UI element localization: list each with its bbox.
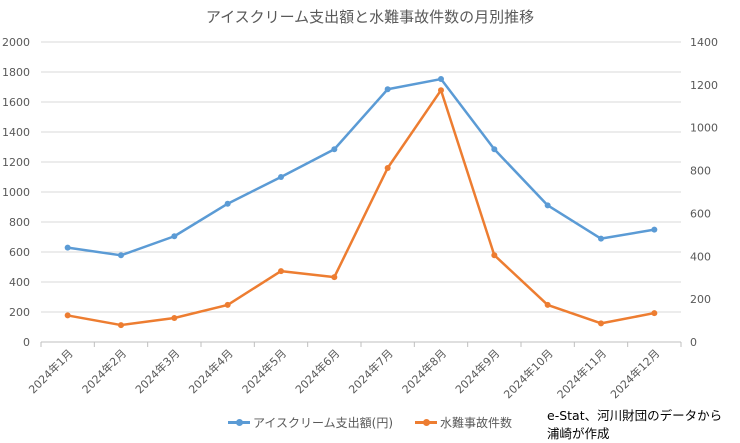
x-tick-label: 2024年8月 [399,346,449,396]
x-tick-label: 2024年5月 [239,346,289,396]
data-point-drowning [331,274,338,281]
data-point-ice-cream [384,86,391,93]
y-left-tick-label: 600 [9,246,30,259]
x-tick-label: 2024年6月 [292,346,342,396]
legend-swatch-drowning [415,419,438,426]
source-note-line1: e-Stat、河川財団のデータから [547,408,723,423]
legend-item-ice-cream: アイスクリーム支出額(円) [228,414,393,431]
legend-label-drowning: 水難事故件数 [440,416,513,430]
y-left-tick-label: 800 [9,216,30,229]
x-tick-label: 2024年12月 [607,346,662,401]
y-right-tick-label: 1000 [690,122,718,135]
source-note-line2: 浦崎が作成 [547,426,610,441]
data-point-drowning [438,87,444,94]
data-point-drowning [278,268,284,275]
data-point-ice-cream [331,146,338,153]
data-point-drowning [651,310,658,317]
y-right-tick-label: 200 [690,293,711,306]
x-tick-label: 2024年3月 [132,346,182,396]
data-point-ice-cream [224,200,231,207]
chart-title: アイスクリーム支出額と水難事故件数の月別推移 [206,8,534,26]
source-note: e-Stat、河川財団のデータから 浦崎が作成 [547,407,722,443]
x-tick-label: 2024年9月 [452,346,502,396]
x-tick-label: 2024年11月 [554,346,609,401]
data-point-ice-cream [544,202,551,209]
y-right-tick-label: 1200 [690,79,718,92]
y-left-tick-label: 1200 [2,156,30,169]
x-tick-label: 2024年2月 [79,346,129,396]
data-point-ice-cream [438,76,444,83]
y-left-tick-label: 0 [23,336,30,349]
data-point-drowning [598,320,604,327]
y-left-tick-label: 1600 [2,96,30,109]
series-line-ice-cream [67,77,655,257]
data-point-ice-cream [598,235,604,242]
x-tick-label: 2024年4月 [186,346,236,396]
y-left-tick-label: 1400 [2,126,30,139]
y-left-tick-label: 2000 [2,36,30,49]
legend: アイスクリーム支出額(円) 水難事故件数 [228,414,512,431]
y-left-tick-label: 1000 [2,186,30,199]
data-point-drowning [384,165,391,171]
data-point-drowning [171,315,178,321]
y-right-tick-label: 0 [690,336,697,349]
data-point-drowning [491,252,498,259]
y-right-tick-label: 800 [690,165,711,178]
data-point-ice-cream [491,146,498,153]
data-point-drowning [64,312,71,319]
data-point-ice-cream [171,233,178,240]
legend-label-ice-cream: アイスクリーム支出額(円) [253,416,394,430]
y-left-tick-label: 400 [9,276,30,289]
data-point-drowning [224,301,231,308]
data-point-drowning [544,301,551,308]
data-point-ice-cream [278,174,284,180]
data-point-drowning [118,322,124,329]
legend-item-drowning: 水難事故件数 [415,414,512,431]
data-point-ice-cream [64,244,71,251]
data-point-ice-cream [651,226,658,233]
legend-swatch-ice-cream [228,419,250,426]
x-tick-label: 2024年1月 [26,346,76,396]
y-left-tick-label: 1800 [2,66,30,79]
data-point-ice-cream [118,252,124,259]
x-tick-label: 2024年7月 [346,346,396,396]
y-right-tick-label: 400 [690,250,711,263]
y-right-tick-label: 600 [690,207,711,220]
y-left-tick-label: 200 [9,306,30,319]
x-tick-label: 2024年10月 [501,346,556,401]
series-line-drowning [67,88,655,327]
y-right-tick-label: 1400 [690,36,718,49]
